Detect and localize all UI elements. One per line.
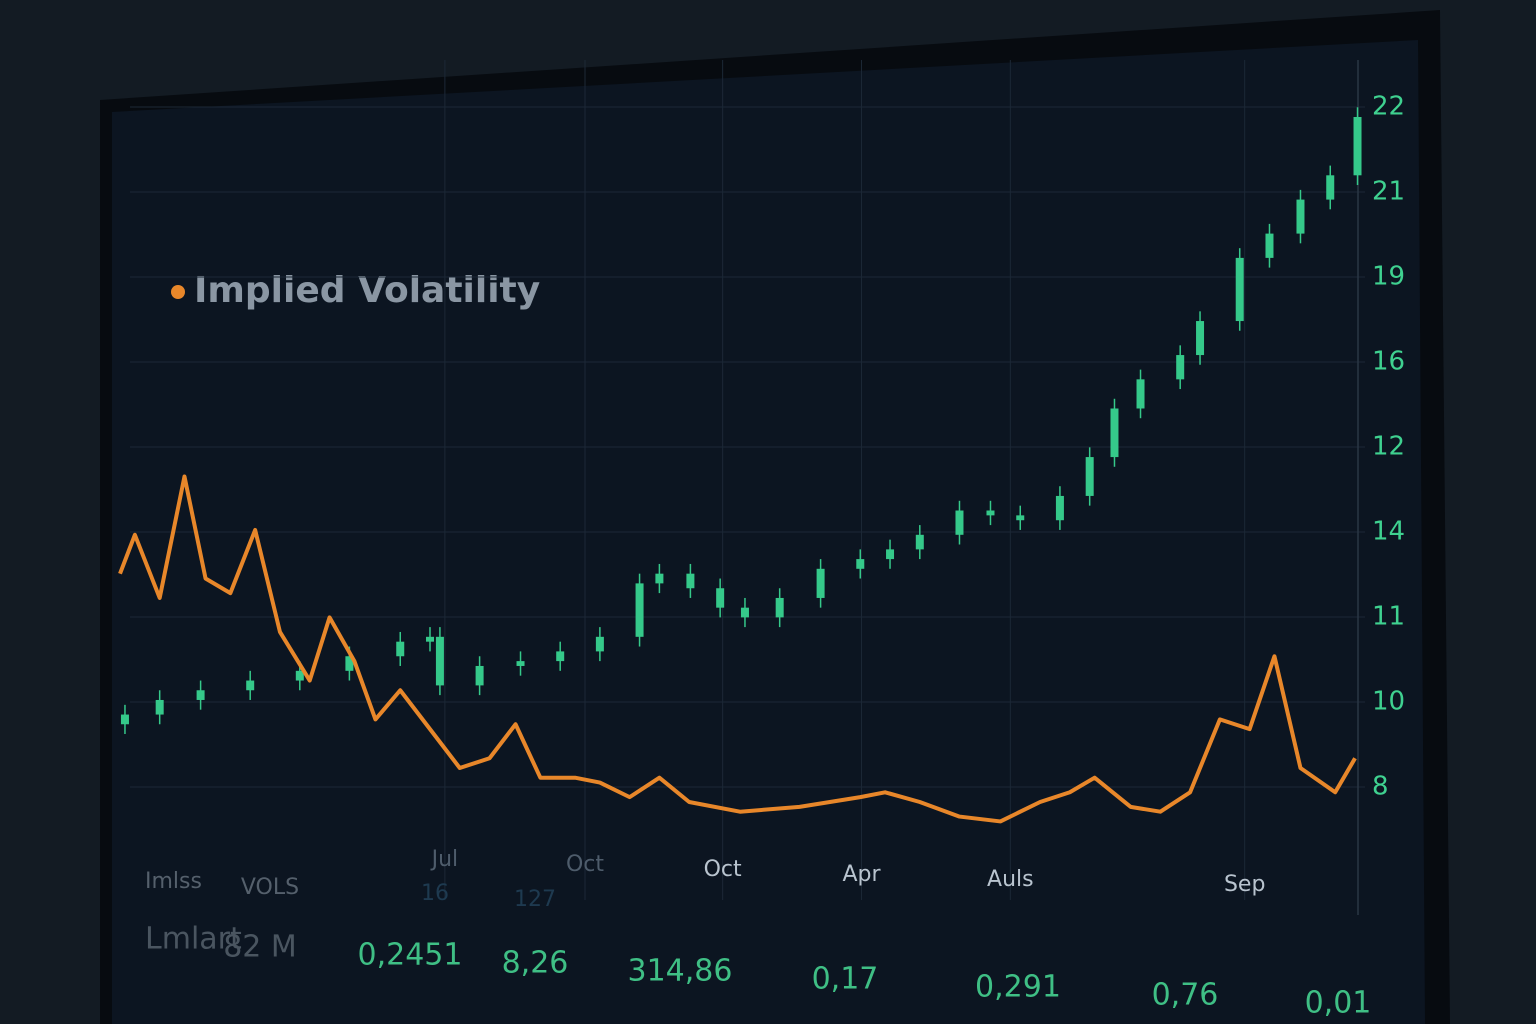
table-cell: 314,86 [628, 954, 733, 989]
candle-body [915, 534, 924, 550]
table-cell: 0,291 [975, 970, 1061, 1005]
candle-body [686, 573, 695, 589]
candle-body [775, 597, 784, 618]
candle-body [1326, 175, 1335, 200]
candle-body [295, 670, 304, 681]
candle-body [120, 714, 129, 725]
table-cell: 127 [514, 887, 556, 912]
y-tick-label: 11 [1372, 602, 1405, 632]
y-tick-label: 16 [1372, 347, 1405, 377]
legend-marker [171, 285, 185, 299]
candle-body [856, 559, 865, 569]
table-cell: Lmlart [145, 922, 242, 957]
volatility-line [118, 474, 1357, 824]
candle-body [1176, 355, 1185, 380]
candle-body [345, 656, 354, 671]
candle-body [426, 636, 434, 642]
candle-body [1265, 233, 1274, 258]
table-cell: 0,01 [1305, 986, 1372, 1021]
candle-body [1296, 199, 1305, 234]
candle-body [716, 588, 725, 608]
y-tick-label: 10 [1372, 687, 1405, 717]
candle-body [475, 665, 484, 686]
y-tick-label: 21 [1372, 177, 1405, 207]
candle-body [1235, 257, 1244, 322]
candle-body [816, 568, 825, 598]
candle-body [435, 636, 444, 686]
table-cell: VOLS [241, 875, 299, 900]
x-tick-label: Oct [566, 852, 604, 877]
x-tick-label: Sep [1224, 872, 1265, 897]
candle-body [1055, 495, 1064, 521]
y-tick-label: 12 [1372, 432, 1405, 462]
candle-body [1085, 457, 1094, 496]
candle-body [635, 583, 644, 637]
x-tick-label: Jul [430, 847, 459, 872]
table-cell: 0,17 [812, 962, 879, 997]
table-cell: 82 M [223, 930, 297, 965]
table-cell: 0,76 [1152, 978, 1219, 1013]
candle-body [955, 510, 964, 535]
y-tick-label: 19 [1372, 262, 1405, 292]
candle-body [886, 549, 895, 560]
candle-body [556, 651, 565, 662]
candle-body [1016, 515, 1025, 521]
candle-body [516, 661, 525, 666]
candle-body [1110, 408, 1119, 458]
x-tick-label: Auls [987, 867, 1034, 892]
candle-body [1353, 117, 1362, 176]
candle-body [246, 680, 255, 691]
x-tick-label: Apr [842, 862, 881, 887]
table-cell: 16 [421, 881, 449, 906]
legend-label: Implied Volatility [194, 270, 540, 311]
candle-body [655, 573, 664, 584]
candle-body [740, 607, 749, 618]
candle-body [1136, 379, 1145, 409]
x-tick-label: Oct [704, 857, 742, 882]
y-tick-label: 8 [1372, 772, 1389, 802]
table-cell: 0,2451 [358, 938, 463, 973]
y-tick-label: 14 [1372, 517, 1405, 547]
y-tick-label: 22 [1372, 92, 1405, 122]
candle-body [155, 699, 164, 715]
candle-body [396, 641, 405, 657]
candle-body [986, 510, 995, 516]
table-cell: Imlss [145, 869, 202, 894]
candle-body [595, 636, 604, 652]
candle-body [196, 690, 205, 700]
table-cell: 8,26 [502, 946, 569, 981]
candle-body [1196, 321, 1205, 356]
